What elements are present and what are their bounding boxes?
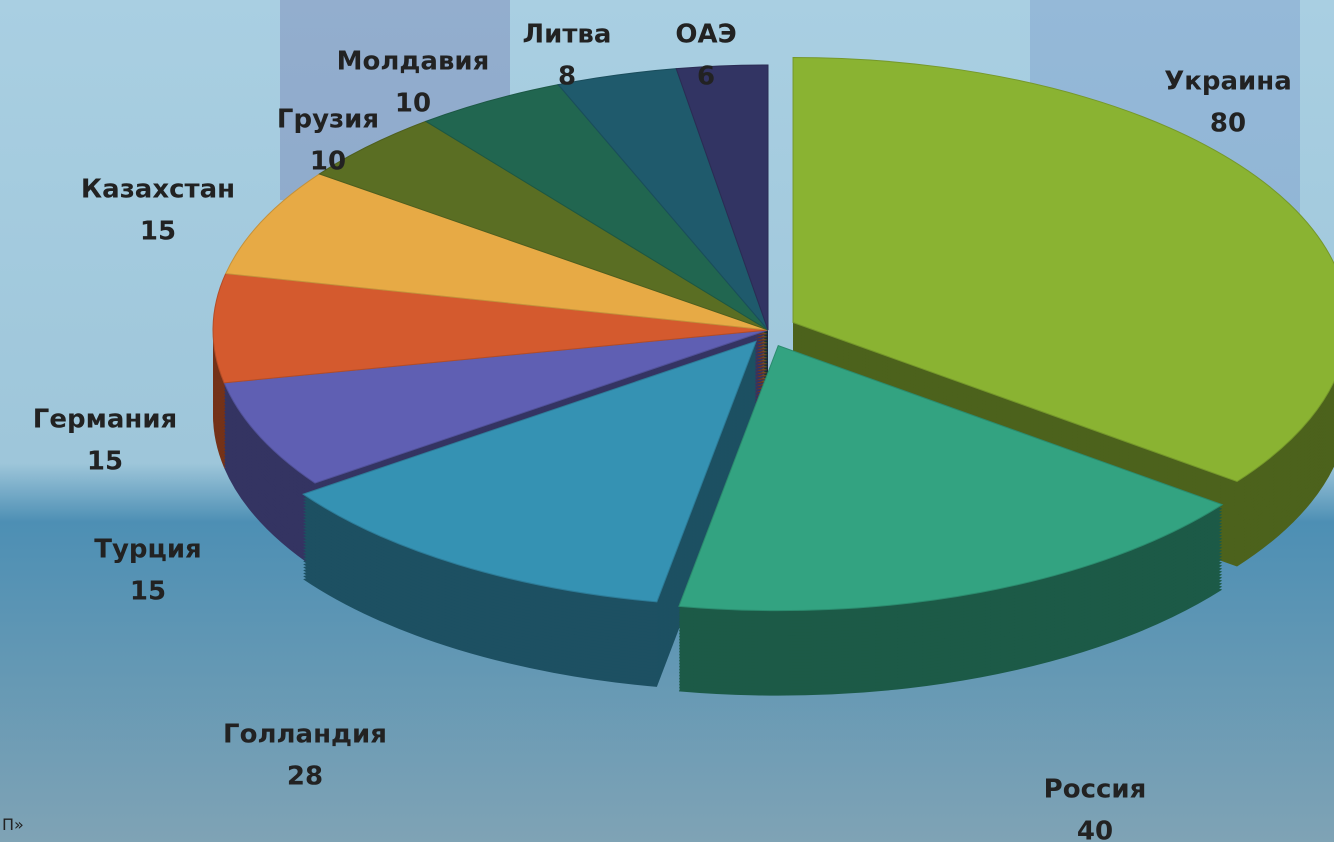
category-label: Молдавия (337, 47, 490, 77)
value-label: 40 (1077, 817, 1113, 842)
category-label: Турция (94, 535, 201, 565)
category-label: Украина (1164, 67, 1292, 97)
category-label: ОАЭ (675, 20, 736, 50)
value-label: 10 (310, 147, 346, 177)
chart: Украина 80 Россия 40 Голландия 28 Турция 15 Герм… (0, 0, 1334, 842)
value-label: 15 (87, 447, 123, 477)
value-label: 80 (1210, 109, 1246, 139)
value-label: 15 (140, 217, 176, 247)
category-label: Голландия (223, 720, 387, 750)
value-label: 15 (130, 577, 166, 607)
category-label: Грузия (277, 105, 379, 135)
value-label: 28 (287, 762, 323, 792)
category-label: Казахстан (81, 175, 235, 205)
category-label: Германия (33, 405, 178, 435)
footer-fragment: П» (2, 815, 24, 834)
category-label: Литва (523, 20, 612, 50)
value-label: 8 (558, 62, 576, 92)
value-label: 6 (697, 62, 715, 92)
value-label: 10 (395, 89, 431, 119)
category-label: Россия (1044, 775, 1147, 805)
